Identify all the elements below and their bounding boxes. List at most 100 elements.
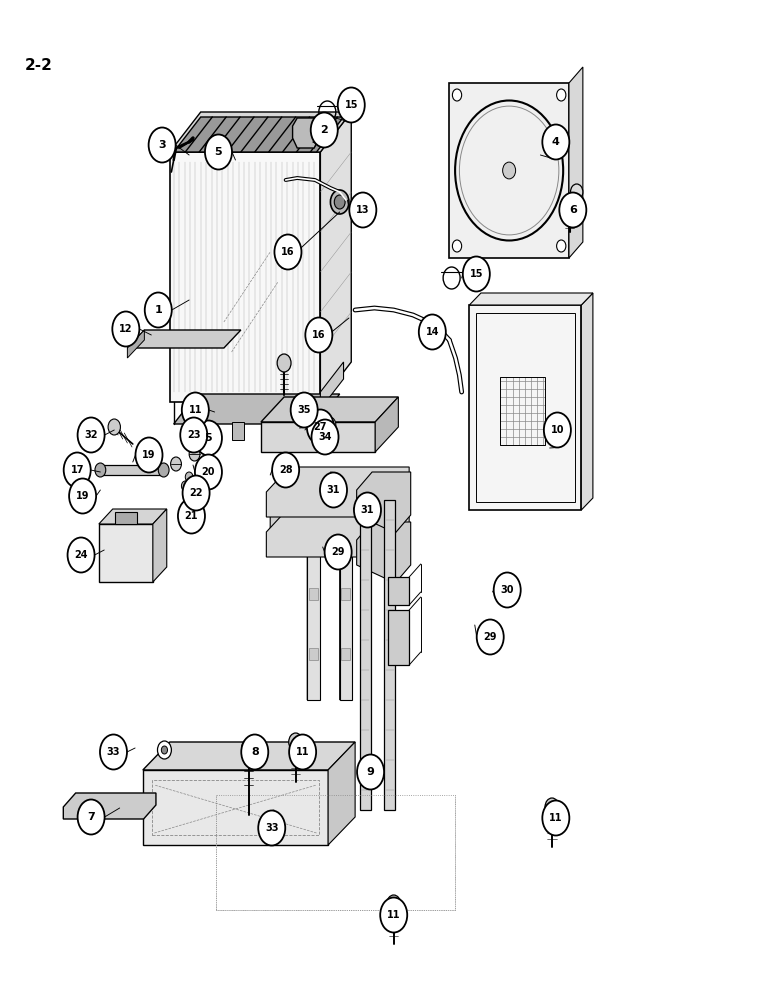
Polygon shape — [270, 492, 336, 532]
Bar — [388, 610, 409, 665]
Circle shape — [193, 488, 201, 498]
Bar — [143, 770, 328, 845]
Circle shape — [557, 89, 566, 101]
Bar — [360, 500, 371, 810]
Polygon shape — [261, 397, 398, 422]
Bar — [99, 524, 153, 582]
Circle shape — [542, 800, 570, 836]
Text: 33: 33 — [107, 747, 120, 757]
Text: 21: 21 — [185, 511, 198, 521]
Text: 17: 17 — [70, 465, 84, 475]
Circle shape — [185, 472, 193, 482]
Bar — [309, 588, 318, 600]
Circle shape — [452, 89, 462, 101]
Circle shape — [113, 312, 140, 347]
Circle shape — [195, 454, 222, 489]
Text: 3: 3 — [158, 140, 166, 150]
Text: 31: 31 — [361, 505, 374, 515]
Bar — [216, 795, 455, 910]
Text: 16: 16 — [281, 247, 295, 257]
Text: 19: 19 — [76, 491, 90, 501]
Circle shape — [323, 417, 336, 433]
Bar — [270, 422, 283, 440]
Text: 8: 8 — [251, 747, 259, 757]
Text: 2-2: 2-2 — [25, 58, 52, 73]
Polygon shape — [469, 293, 593, 305]
Circle shape — [564, 199, 576, 215]
Text: 12: 12 — [119, 324, 133, 334]
Text: 14: 14 — [425, 327, 439, 337]
Text: 28: 28 — [279, 465, 293, 475]
Bar — [100, 465, 164, 475]
Circle shape — [77, 800, 105, 834]
Circle shape — [68, 538, 95, 572]
Circle shape — [349, 192, 377, 228]
Circle shape — [108, 419, 120, 435]
Circle shape — [158, 463, 169, 477]
Circle shape — [275, 234, 301, 269]
Polygon shape — [340, 476, 352, 700]
Polygon shape — [320, 112, 351, 402]
Text: 27: 27 — [313, 422, 327, 432]
Circle shape — [259, 816, 273, 834]
Polygon shape — [266, 507, 409, 557]
Circle shape — [201, 459, 212, 473]
Polygon shape — [293, 118, 319, 148]
Text: 34: 34 — [318, 432, 332, 442]
Circle shape — [290, 734, 317, 770]
Text: 11: 11 — [387, 910, 401, 920]
Text: 23: 23 — [187, 430, 201, 440]
Circle shape — [189, 447, 200, 461]
Text: 31: 31 — [327, 485, 340, 495]
Circle shape — [262, 821, 269, 829]
Polygon shape — [320, 362, 344, 409]
Circle shape — [242, 734, 269, 770]
Text: 29: 29 — [483, 632, 497, 642]
Circle shape — [100, 734, 127, 770]
Bar — [341, 648, 350, 660]
Polygon shape — [99, 509, 167, 524]
Polygon shape — [449, 83, 569, 258]
Text: 2: 2 — [320, 125, 328, 135]
Polygon shape — [307, 476, 320, 700]
Text: 20: 20 — [201, 467, 215, 477]
Circle shape — [545, 798, 559, 816]
Bar — [341, 528, 350, 540]
Circle shape — [178, 498, 205, 534]
Circle shape — [307, 410, 334, 444]
Circle shape — [181, 481, 189, 491]
Circle shape — [452, 240, 462, 252]
Circle shape — [557, 240, 566, 252]
Circle shape — [77, 418, 105, 452]
Circle shape — [305, 318, 332, 353]
Bar — [340, 490, 352, 700]
Circle shape — [161, 746, 168, 754]
Polygon shape — [63, 793, 156, 819]
Circle shape — [387, 895, 401, 913]
Circle shape — [205, 134, 232, 169]
Text: 33: 33 — [265, 823, 279, 833]
Text: 6: 6 — [569, 205, 577, 215]
Text: 10: 10 — [550, 425, 564, 435]
Circle shape — [354, 492, 381, 528]
Polygon shape — [569, 67, 583, 258]
Circle shape — [136, 438, 163, 473]
Text: 15: 15 — [469, 269, 483, 279]
Circle shape — [330, 190, 349, 214]
Text: 29: 29 — [331, 547, 345, 557]
Text: 35: 35 — [297, 405, 311, 415]
Bar — [261, 422, 375, 452]
Text: 15: 15 — [344, 100, 358, 110]
Circle shape — [543, 412, 571, 448]
Text: 30: 30 — [500, 585, 514, 595]
Circle shape — [149, 127, 176, 162]
Text: 22: 22 — [189, 488, 203, 498]
Circle shape — [258, 810, 285, 846]
Circle shape — [463, 256, 490, 292]
Text: 11: 11 — [188, 405, 202, 415]
Text: 24: 24 — [74, 550, 88, 560]
Text: 16: 16 — [312, 330, 326, 340]
Bar — [115, 512, 137, 524]
Circle shape — [320, 473, 347, 508]
Text: 9: 9 — [367, 767, 374, 777]
